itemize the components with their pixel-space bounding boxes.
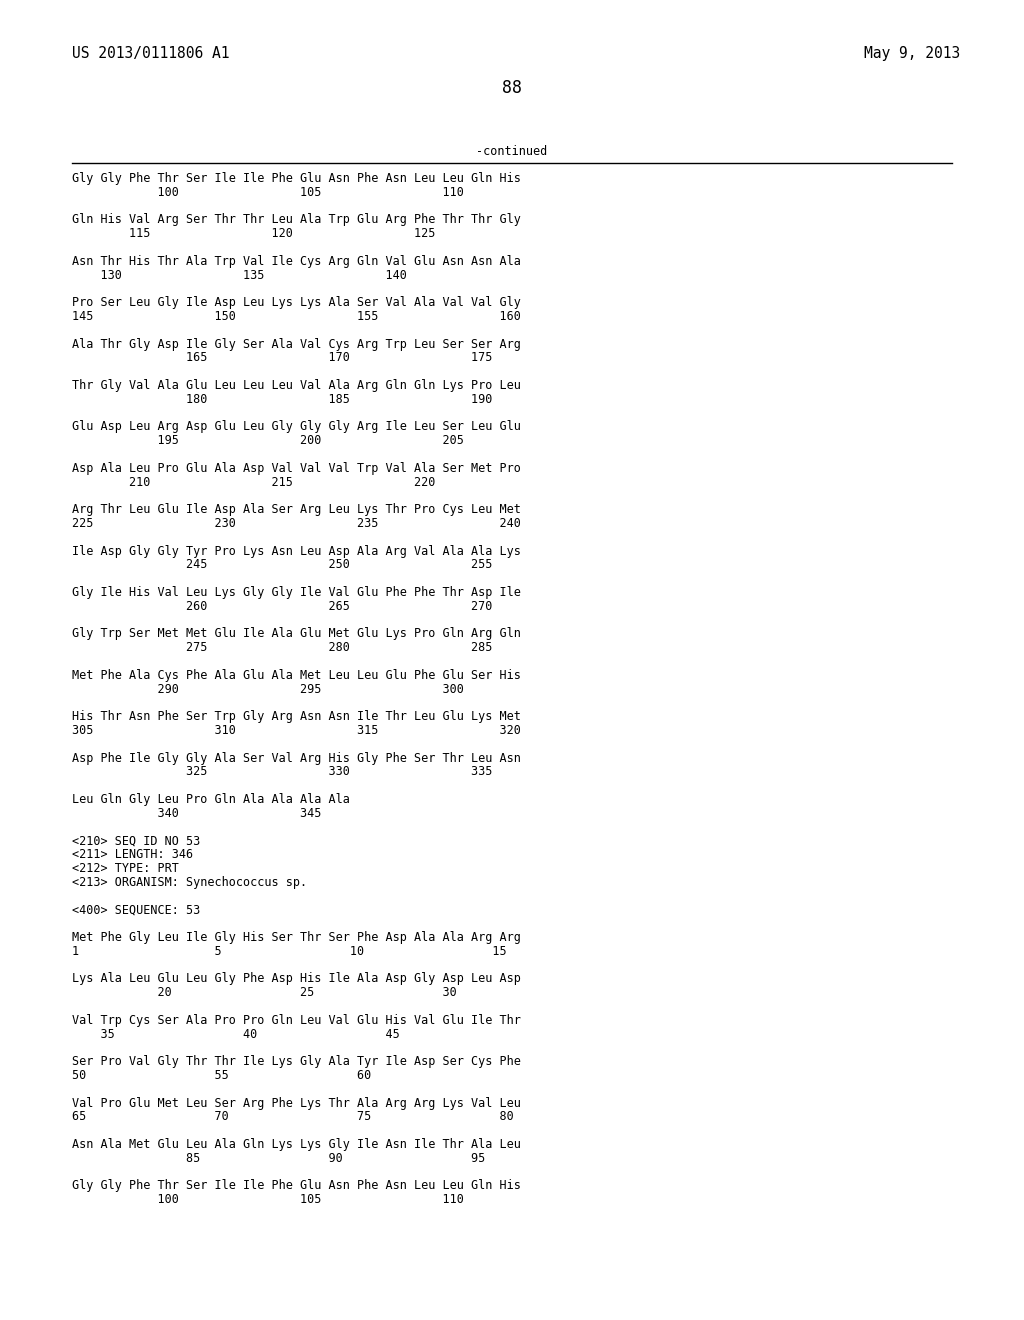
Text: 50                  55                  60: 50 55 60 [72,1069,372,1082]
Text: Met Phe Ala Cys Phe Ala Glu Ala Met Leu Leu Glu Phe Glu Ser His: Met Phe Ala Cys Phe Ala Glu Ala Met Leu … [72,669,521,682]
Text: Gly Gly Phe Thr Ser Ile Ile Phe Glu Asn Phe Asn Leu Leu Gln His: Gly Gly Phe Thr Ser Ile Ile Phe Glu Asn … [72,172,521,185]
Text: <213> ORGANISM: Synechococcus sp.: <213> ORGANISM: Synechococcus sp. [72,875,307,888]
Text: Asn Thr His Thr Ala Trp Val Ile Cys Arg Gln Val Glu Asn Asn Ala: Asn Thr His Thr Ala Trp Val Ile Cys Arg … [72,255,521,268]
Text: US 2013/0111806 A1: US 2013/0111806 A1 [72,46,229,61]
Text: Val Trp Cys Ser Ala Pro Pro Gln Leu Val Glu His Val Glu Ile Thr: Val Trp Cys Ser Ala Pro Pro Gln Leu Val … [72,1014,521,1027]
Text: 165                 170                 175: 165 170 175 [72,351,493,364]
Text: 225                 230                 235                 240: 225 230 235 240 [72,517,521,531]
Text: Thr Gly Val Ala Glu Leu Leu Leu Val Ala Arg Gln Gln Lys Pro Leu: Thr Gly Val Ala Glu Leu Leu Leu Val Ala … [72,379,521,392]
Text: 1                   5                  10                  15: 1 5 10 15 [72,945,507,958]
Text: Val Pro Glu Met Leu Ser Arg Phe Lys Thr Ala Arg Arg Lys Val Leu: Val Pro Glu Met Leu Ser Arg Phe Lys Thr … [72,1097,521,1110]
Text: 100                 105                 110: 100 105 110 [72,1193,464,1206]
Text: <210> SEQ ID NO 53: <210> SEQ ID NO 53 [72,834,201,847]
Text: 115                 120                 125: 115 120 125 [72,227,435,240]
Text: Arg Thr Leu Glu Ile Asp Ala Ser Arg Leu Lys Thr Pro Cys Leu Met: Arg Thr Leu Glu Ile Asp Ala Ser Arg Leu … [72,503,521,516]
Text: Gly Gly Phe Thr Ser Ile Ile Phe Glu Asn Phe Asn Leu Leu Gln His: Gly Gly Phe Thr Ser Ile Ile Phe Glu Asn … [72,1179,521,1192]
Text: His Thr Asn Phe Ser Trp Gly Arg Asn Asn Ile Thr Leu Glu Lys Met: His Thr Asn Phe Ser Trp Gly Arg Asn Asn … [72,710,521,723]
Text: 245                 250                 255: 245 250 255 [72,558,493,572]
Text: 180                 185                 190: 180 185 190 [72,393,493,405]
Text: Ala Thr Gly Asp Ile Gly Ser Ala Val Cys Arg Trp Leu Ser Ser Arg: Ala Thr Gly Asp Ile Gly Ser Ala Val Cys … [72,338,521,351]
Text: Asp Ala Leu Pro Glu Ala Asp Val Val Val Trp Val Ala Ser Met Pro: Asp Ala Leu Pro Glu Ala Asp Val Val Val … [72,462,521,475]
Text: 65                  70                  75                  80: 65 70 75 80 [72,1110,514,1123]
Text: Met Phe Gly Leu Ile Gly His Ser Thr Ser Phe Asp Ala Ala Arg Arg: Met Phe Gly Leu Ile Gly His Ser Thr Ser … [72,931,521,944]
Text: Leu Gln Gly Leu Pro Gln Ala Ala Ala Ala: Leu Gln Gly Leu Pro Gln Ala Ala Ala Ala [72,793,350,807]
Text: <211> LENGTH: 346: <211> LENGTH: 346 [72,849,194,861]
Text: 210                 215                 220: 210 215 220 [72,475,435,488]
Text: 130                 135                 140: 130 135 140 [72,268,407,281]
Text: Gly Ile His Val Leu Lys Gly Gly Ile Val Glu Phe Phe Thr Asp Ile: Gly Ile His Val Leu Lys Gly Gly Ile Val … [72,586,521,599]
Text: Glu Asp Leu Arg Asp Glu Leu Gly Gly Gly Arg Ile Leu Ser Leu Glu: Glu Asp Leu Arg Asp Glu Leu Gly Gly Gly … [72,420,521,433]
Text: Pro Ser Leu Gly Ile Asp Leu Lys Lys Ala Ser Val Ala Val Val Gly: Pro Ser Leu Gly Ile Asp Leu Lys Lys Ala … [72,296,521,309]
Text: Asn Ala Met Glu Leu Ala Gln Lys Lys Gly Ile Asn Ile Thr Ala Leu: Asn Ala Met Glu Leu Ala Gln Lys Lys Gly … [72,1138,521,1151]
Text: Ser Pro Val Gly Thr Thr Ile Lys Gly Ala Tyr Ile Asp Ser Cys Phe: Ser Pro Val Gly Thr Thr Ile Lys Gly Ala … [72,1055,521,1068]
Text: Asp Phe Ile Gly Gly Ala Ser Val Arg His Gly Phe Ser Thr Leu Asn: Asp Phe Ile Gly Gly Ala Ser Val Arg His … [72,751,521,764]
Text: 325                 330                 335: 325 330 335 [72,766,493,779]
Text: Gln His Val Arg Ser Thr Thr Leu Ala Trp Glu Arg Phe Thr Thr Gly: Gln His Val Arg Ser Thr Thr Leu Ala Trp … [72,214,521,227]
Text: 88: 88 [502,79,522,96]
Text: <400> SEQUENCE: 53: <400> SEQUENCE: 53 [72,903,201,916]
Text: Lys Ala Leu Glu Leu Gly Phe Asp His Ile Ala Asp Gly Asp Leu Asp: Lys Ala Leu Glu Leu Gly Phe Asp His Ile … [72,973,521,986]
Text: 260                 265                 270: 260 265 270 [72,599,493,612]
Text: Gly Trp Ser Met Met Glu Ile Ala Glu Met Glu Lys Pro Gln Arg Gln: Gly Trp Ser Met Met Glu Ile Ala Glu Met … [72,627,521,640]
Text: 145                 150                 155                 160: 145 150 155 160 [72,310,521,323]
Text: 100                 105                 110: 100 105 110 [72,186,464,199]
Text: 85                  90                  95: 85 90 95 [72,1152,485,1164]
Text: 275                 280                 285: 275 280 285 [72,642,493,655]
Text: 35                  40                  45: 35 40 45 [72,1027,399,1040]
Text: May 9, 2013: May 9, 2013 [864,46,961,61]
Text: 305                 310                 315                 320: 305 310 315 320 [72,723,521,737]
Text: 290                 295                 300: 290 295 300 [72,682,464,696]
Text: -continued: -continued [476,145,548,158]
Text: Ile Asp Gly Gly Tyr Pro Lys Asn Leu Asp Ala Arg Val Ala Ala Lys: Ile Asp Gly Gly Tyr Pro Lys Asn Leu Asp … [72,545,521,557]
Text: 340                 345: 340 345 [72,807,322,820]
Text: 195                 200                 205: 195 200 205 [72,434,464,447]
Text: 20                  25                  30: 20 25 30 [72,986,457,999]
Text: <212> TYPE: PRT: <212> TYPE: PRT [72,862,179,875]
